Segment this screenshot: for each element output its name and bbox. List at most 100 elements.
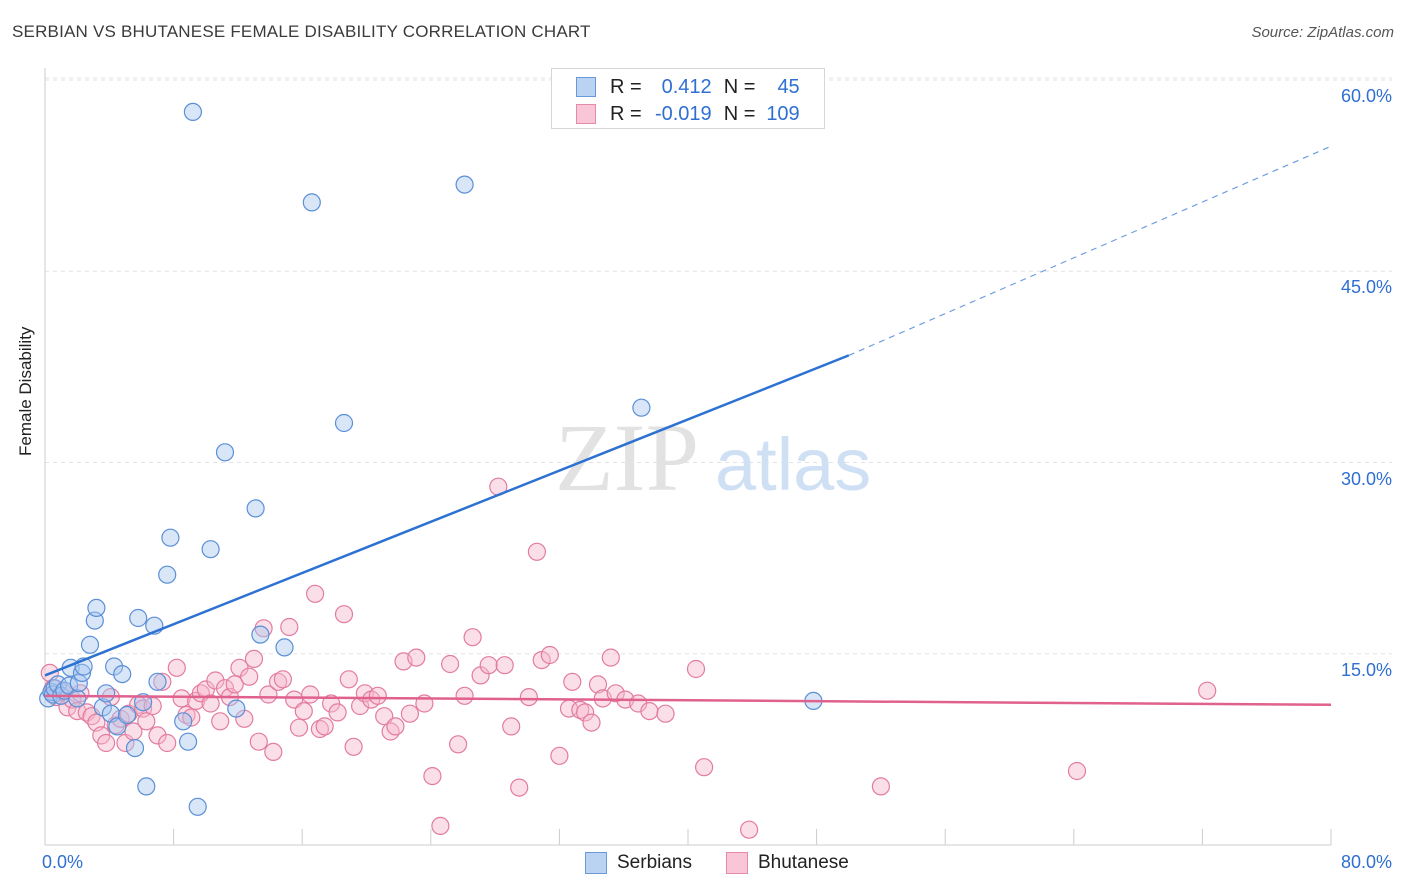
legend-label: Serbians [617,852,692,873]
y-tick-label: 15.0% [1340,659,1392,680]
watermark: ZIP atlas [555,404,871,511]
serbian-point [137,777,156,796]
serbian-point [334,413,354,433]
bhutanese-point [510,778,529,797]
serbian-point [183,102,202,122]
bhutanese-point [686,659,706,679]
n-value: 109 [766,102,800,125]
bhutanese-point [344,737,363,756]
n-label: N = [723,75,756,98]
bhutanese-point [527,542,547,561]
legend-item-bhutanese[interactable]: Bhutanese [726,852,849,874]
serbian-point [246,499,265,518]
watermark-zip: ZIP [555,404,699,511]
bhutanese-point [322,694,341,713]
serbian-point [302,193,321,212]
bhutanese-point [148,726,167,745]
r-label: R = [610,75,642,98]
bhutanese-point [871,777,891,796]
legend-item-serbians[interactable]: Serbians [585,852,692,874]
chart-title: SERBIAN VS BHUTANESE FEMALE DISABILITY C… [12,22,591,41]
serbian-point [174,712,193,731]
bhutanese-point [519,687,539,707]
bhutanese-point [306,584,325,603]
serbian-point [179,732,198,751]
bhutanese-point [431,816,450,836]
bhutanese-point [280,617,299,637]
bhutanese-point [563,672,582,691]
y-axis-label: Female Disability [16,326,35,456]
bhutanese-point [96,733,116,753]
serbian-point [148,672,167,691]
bhutanese-point [423,766,442,786]
bhutanese-point [137,712,156,731]
serbian-point [227,699,246,718]
bhutanese-point [656,704,675,723]
bhutanese-point [495,656,514,675]
bhutanese-point [240,667,259,686]
bhutanese-point [249,732,268,751]
bhutanese-point [441,654,460,674]
bhutanese-point [502,717,521,736]
gridlines [45,77,1392,655]
n-value: 45 [777,75,800,98]
axes [44,68,1332,846]
serbian-point [275,638,294,657]
y-tick-label: 30.0% [1340,468,1392,489]
serbian-point [188,797,207,816]
bhutanese-point [540,645,559,665]
bhutanese-point [264,742,283,762]
bhutanese-point [315,717,334,736]
bhutanese-point [167,658,186,677]
bhutanese-point [375,707,394,726]
serbian-point [72,663,92,683]
bhutanese-point [206,671,225,690]
serbian-trend-extension [848,145,1332,356]
legend-row-bhutanese: R = -0.019 N = 109 [576,102,800,126]
watermark-atlas: atlas [715,423,871,506]
bhutanese-point [582,713,601,732]
y-tick-label: 45.0% [1340,277,1392,298]
bhutanese-point [694,758,714,777]
correlation-legend: R = 0.412 N = 45 R = -0.019 N = 109 [551,68,825,129]
serbian-point [80,635,100,654]
bhutanese-point [1198,681,1217,700]
bhutanese-point [68,701,87,721]
bhutanese-point [153,672,172,691]
serbians-swatch [585,852,607,874]
bhutanese-points [40,477,1217,839]
r-value: -0.019 [654,102,712,125]
bhutanese-point [739,820,759,839]
serbian-point [201,540,220,559]
bhutanese-point [334,605,354,624]
serbian-point [161,528,180,547]
serbian-point [69,673,88,693]
bhutanese-point [201,694,220,713]
bhutanese-point [273,670,292,689]
bhutanese-point [601,648,620,667]
n-label: N = [723,102,756,125]
r-label: R = [610,102,642,125]
bhutanese-point [606,684,625,703]
serbian-point [129,608,148,628]
bhutanese-point [479,656,498,675]
bhutanese-point [328,703,347,722]
serbians-swatch [576,77,596,97]
serbian-point [125,738,145,758]
bhutanese-point [640,701,659,721]
serbian-point [113,664,132,684]
serbian-point [632,398,651,417]
bhutanese-swatch [576,104,596,124]
serbian-point [68,689,87,708]
r-value: 0.412 [661,75,712,98]
legend-row-serbians: R = 0.412 N = 45 [576,75,800,99]
bhutanese-point [571,700,590,720]
x-tick-label-start: 0.0% [42,852,84,872]
bhutanese-point [386,717,405,736]
legend-label: Bhutanese [758,852,849,873]
bhutanese-point [449,735,468,754]
bhutanese-point [400,704,419,723]
serbian-point [455,175,474,194]
bhutanese-point [259,685,278,704]
